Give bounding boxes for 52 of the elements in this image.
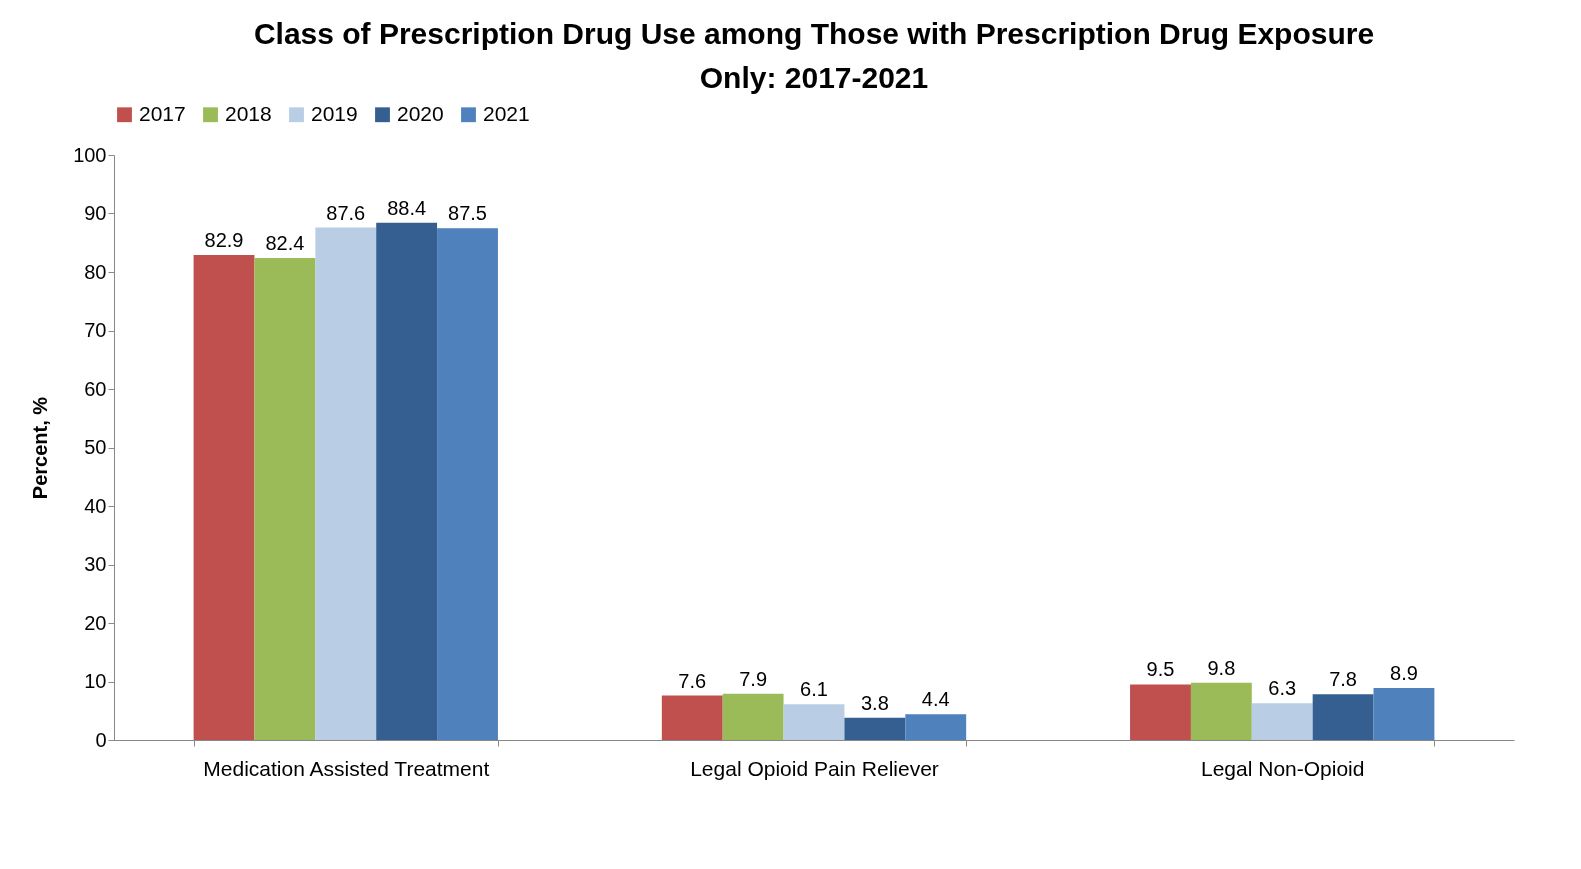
y-tick-label: 90 <box>84 202 107 224</box>
data-label: 7.6 <box>678 669 707 692</box>
text: Only: 2017-2021 <box>699 61 929 94</box>
x-tick-label: Legal Non-Opioid <box>1201 756 1365 780</box>
bar <box>1251 703 1313 740</box>
data-label: 3.8 <box>860 691 889 714</box>
bar <box>1130 684 1191 740</box>
data-label: 6.3 <box>1268 677 1297 700</box>
y-tick-label: 10 <box>84 670 107 692</box>
y-tick-label: 60 <box>84 377 107 400</box>
bar <box>376 222 438 740</box>
y-tick-label: 0 <box>95 728 107 751</box>
y-tick-label: 40 <box>84 494 107 517</box>
y-tick-label: 20 <box>84 611 107 634</box>
bar <box>437 228 498 740</box>
bar <box>722 693 784 740</box>
y-tick-label: 70 <box>84 319 107 341</box>
y-axis-title: Percent, % <box>29 396 52 500</box>
bar <box>844 717 906 740</box>
data-label: 8.9 <box>1390 661 1418 684</box>
data-label: 9.8 <box>1207 656 1236 679</box>
legend-label: 2018 <box>225 101 272 125</box>
bar <box>905 714 967 740</box>
x-tick-label: Medication Assisted Treatment <box>203 756 490 780</box>
data-label: 4.4 <box>921 688 950 711</box>
bar <box>254 257 316 740</box>
bar <box>193 255 255 740</box>
bar <box>783 704 845 740</box>
bar <box>1373 687 1435 740</box>
data-label: 6.1 <box>800 678 828 701</box>
legend-label: 2020 <box>397 101 444 125</box>
x-tick-label: Legal Opioid Pain Reliever <box>690 756 939 780</box>
y-tick-label: 30 <box>84 553 107 575</box>
data-label: 88.4 <box>387 196 427 219</box>
legend-label: 2017 <box>139 101 186 125</box>
bar <box>1312 694 1374 740</box>
data-label: 9.5 <box>1146 658 1175 681</box>
y-tick-label: 100 <box>73 143 107 166</box>
bar <box>1190 682 1252 740</box>
text: Class of Prescription Drug Use among Those with Prescription Drug Exposure <box>253 17 1375 50</box>
y-tick-label: 80 <box>84 260 107 283</box>
data-label: 7.9 <box>739 667 768 690</box>
y-tick-label: 50 <box>84 436 107 458</box>
bar <box>661 695 723 740</box>
data-label: 7.8 <box>1329 668 1357 691</box>
legend-label: 2019 <box>311 101 358 125</box>
legend-label: 2021 <box>483 101 530 125</box>
bar <box>315 227 377 740</box>
data-label: 82.4 <box>265 231 305 254</box>
data-label: 87.6 <box>326 201 366 224</box>
data-label: 82.9 <box>204 229 244 252</box>
data-label: 87.5 <box>448 202 487 225</box>
